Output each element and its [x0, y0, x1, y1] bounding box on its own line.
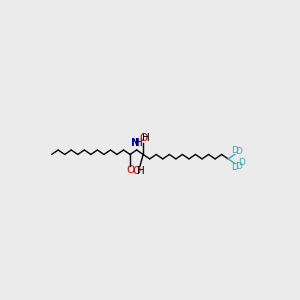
Text: D: D — [238, 158, 245, 167]
Text: D: D — [231, 146, 238, 155]
Text: D: D — [236, 147, 242, 156]
Text: H: H — [142, 134, 150, 143]
Text: D: D — [231, 163, 238, 172]
Text: N: N — [131, 139, 140, 148]
Text: O: O — [133, 166, 141, 176]
Text: H: H — [136, 166, 144, 176]
Text: O: O — [126, 165, 134, 175]
Text: O: O — [139, 134, 148, 143]
Text: H: H — [135, 139, 143, 148]
Text: D: D — [236, 162, 242, 171]
